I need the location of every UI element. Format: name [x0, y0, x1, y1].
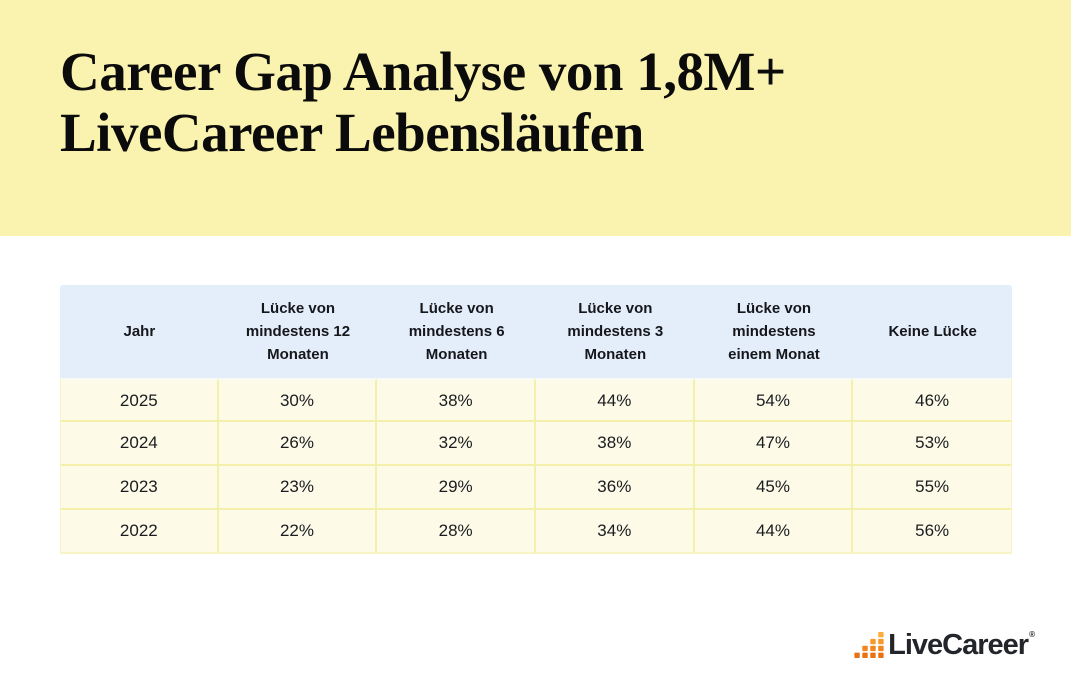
cell-value: 36%	[535, 466, 695, 510]
livecareer-bars-icon	[854, 632, 884, 658]
cell-value: 32%	[377, 422, 536, 466]
page-title-line1: Career Gap Analyse von 1,8M+	[60, 41, 786, 102]
cell-value: 22%	[218, 510, 378, 554]
column-header-gap-12-months: Lücke von mindestens 12 Monaten	[218, 285, 378, 378]
cell-value: 28%	[377, 510, 536, 554]
title-banner: Career Gap Analyse von 1,8M+ LiveCareer L…	[0, 0, 1071, 236]
cell-value: 30%	[218, 378, 378, 422]
table-row-2023: 2023 23% 29% 36% 45% 55%	[60, 466, 1012, 510]
table-row-2024: 2024 26% 32% 38% 47% 53%	[60, 422, 1012, 466]
cell-value: 38%	[377, 378, 536, 422]
cell-value: 46%	[853, 378, 1012, 422]
column-header-gap-1-month: Lücke von mindestens einem Monat	[694, 285, 854, 378]
column-header-gap-6-months: Lücke von mindestens 6 Monaten	[377, 285, 536, 378]
cell-value: 29%	[377, 466, 536, 510]
cell-value: 26%	[218, 422, 378, 466]
cell-value: 44%	[535, 378, 695, 422]
cell-value: 47%	[694, 422, 854, 466]
cell-value: 45%	[694, 466, 854, 510]
cell-value: 44%	[694, 510, 854, 554]
header-row: Jahr Lücke von mindestens 12 Monaten Lüc…	[60, 285, 1012, 378]
livecareer-logo: LiveCareer ®	[854, 629, 1035, 662]
cell-year: 2022	[60, 510, 219, 554]
table-row-2025: 2025 30% 38% 44% 54% 46%	[60, 378, 1012, 422]
cell-value: 56%	[853, 510, 1012, 554]
table-row-2022: 2022 22% 28% 34% 44% 56%	[60, 510, 1012, 554]
page-title: Career Gap Analyse von 1,8M+ LiveCareer L…	[0, 0, 1071, 163]
column-header-jahr: Jahr	[60, 285, 219, 378]
registered-trademark-symbol: ®	[1029, 630, 1035, 639]
career-gap-table: Jahr Lücke von mindestens 12 Monaten Lüc…	[60, 285, 1012, 554]
table-header: Jahr Lücke von mindestens 12 Monaten Lüc…	[60, 285, 1012, 378]
cell-value: 23%	[218, 466, 378, 510]
cell-value: 34%	[535, 510, 695, 554]
cell-value: 53%	[853, 422, 1012, 466]
cell-year: 2023	[60, 466, 219, 510]
cell-year: 2025	[60, 378, 219, 422]
cell-value: 38%	[535, 422, 695, 466]
cell-year: 2024	[60, 422, 219, 466]
table-body: 2025 30% 38% 44% 54% 46% 2024 26% 32% 38…	[60, 378, 1012, 554]
page-title-line2: LiveCareer Lebensläufen	[60, 101, 644, 163]
cell-value: 55%	[853, 466, 1012, 510]
cell-value: 54%	[694, 378, 854, 422]
livecareer-logo-text: LiveCareer	[888, 629, 1029, 662]
table-container: Jahr Lücke von mindestens 12 Monaten Lüc…	[60, 285, 1012, 554]
column-header-gap-3-months: Lücke von mindestens 3 Monaten	[535, 285, 695, 378]
column-header-no-gap: Keine Lücke	[853, 285, 1012, 378]
